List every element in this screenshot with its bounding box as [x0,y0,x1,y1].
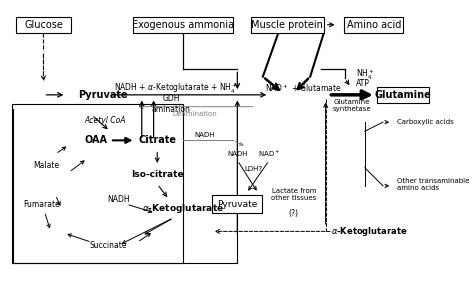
Text: NADH: NADH [108,195,130,204]
Text: NADH + $\alpha$-Ketoglutarate + NH$_4^+$: NADH + $\alpha$-Ketoglutarate + NH$_4^+$ [114,82,237,96]
Text: Glutamine
synthetase: Glutamine synthetase [333,99,371,112]
Text: Lactate from
other tissues: Lactate from other tissues [271,188,317,202]
Text: Glutamine: Glutamine [374,90,431,100]
Text: NAD$^+$ + Glutamate: NAD$^+$ + Glutamate [265,83,342,94]
Text: Pyruvate: Pyruvate [78,90,128,100]
Bar [16,17,71,33]
Text: OAA: OAA [85,135,108,145]
Text: Pyruvate: Pyruvate [217,200,257,209]
Text: Other transaminable
amino acids: Other transaminable amino acids [397,177,469,191]
Text: NADH: NADH [194,132,215,138]
Text: Carboxylic acids: Carboxylic acids [397,119,454,125]
Text: Amino acid: Amino acid [346,20,401,30]
Bar [377,87,429,103]
Text: ATP: ATP [356,79,370,88]
Text: LDH?: LDH? [245,166,263,173]
Text: NAD$^+$: NAD$^+$ [258,149,280,159]
Text: Citrate: Citrate [138,135,176,145]
Text: Acetyl CoA: Acetyl CoA [84,116,126,125]
Text: (?): (?) [289,209,299,218]
Bar [251,17,324,33]
Text: $\alpha$-Ketoglutarate: $\alpha$-Ketoglutarate [142,202,224,215]
Text: Succinate: Succinate [90,240,127,249]
Text: NH$_4^+$: NH$_4^+$ [356,68,374,82]
Bar [12,104,183,263]
Text: Deamination: Deamination [172,111,217,117]
Text: Fumarate: Fumarate [23,200,60,209]
Text: Glucose: Glucose [24,20,63,30]
Text: Muscle protein: Muscle protein [252,20,323,30]
Text: GDH
amination: GDH amination [152,94,191,114]
Text: Malate: Malate [33,161,59,170]
Text: Exogenous ammonia: Exogenous ammonia [132,20,234,30]
Text: NADH: NADH [227,151,247,157]
Bar [133,17,233,33]
Text: $\alpha$-Ketoglutarate: $\alpha$-Ketoglutarate [331,225,408,238]
Bar [212,195,263,213]
Bar [344,17,403,33]
Text: Iso-citrate: Iso-citrate [131,170,183,179]
